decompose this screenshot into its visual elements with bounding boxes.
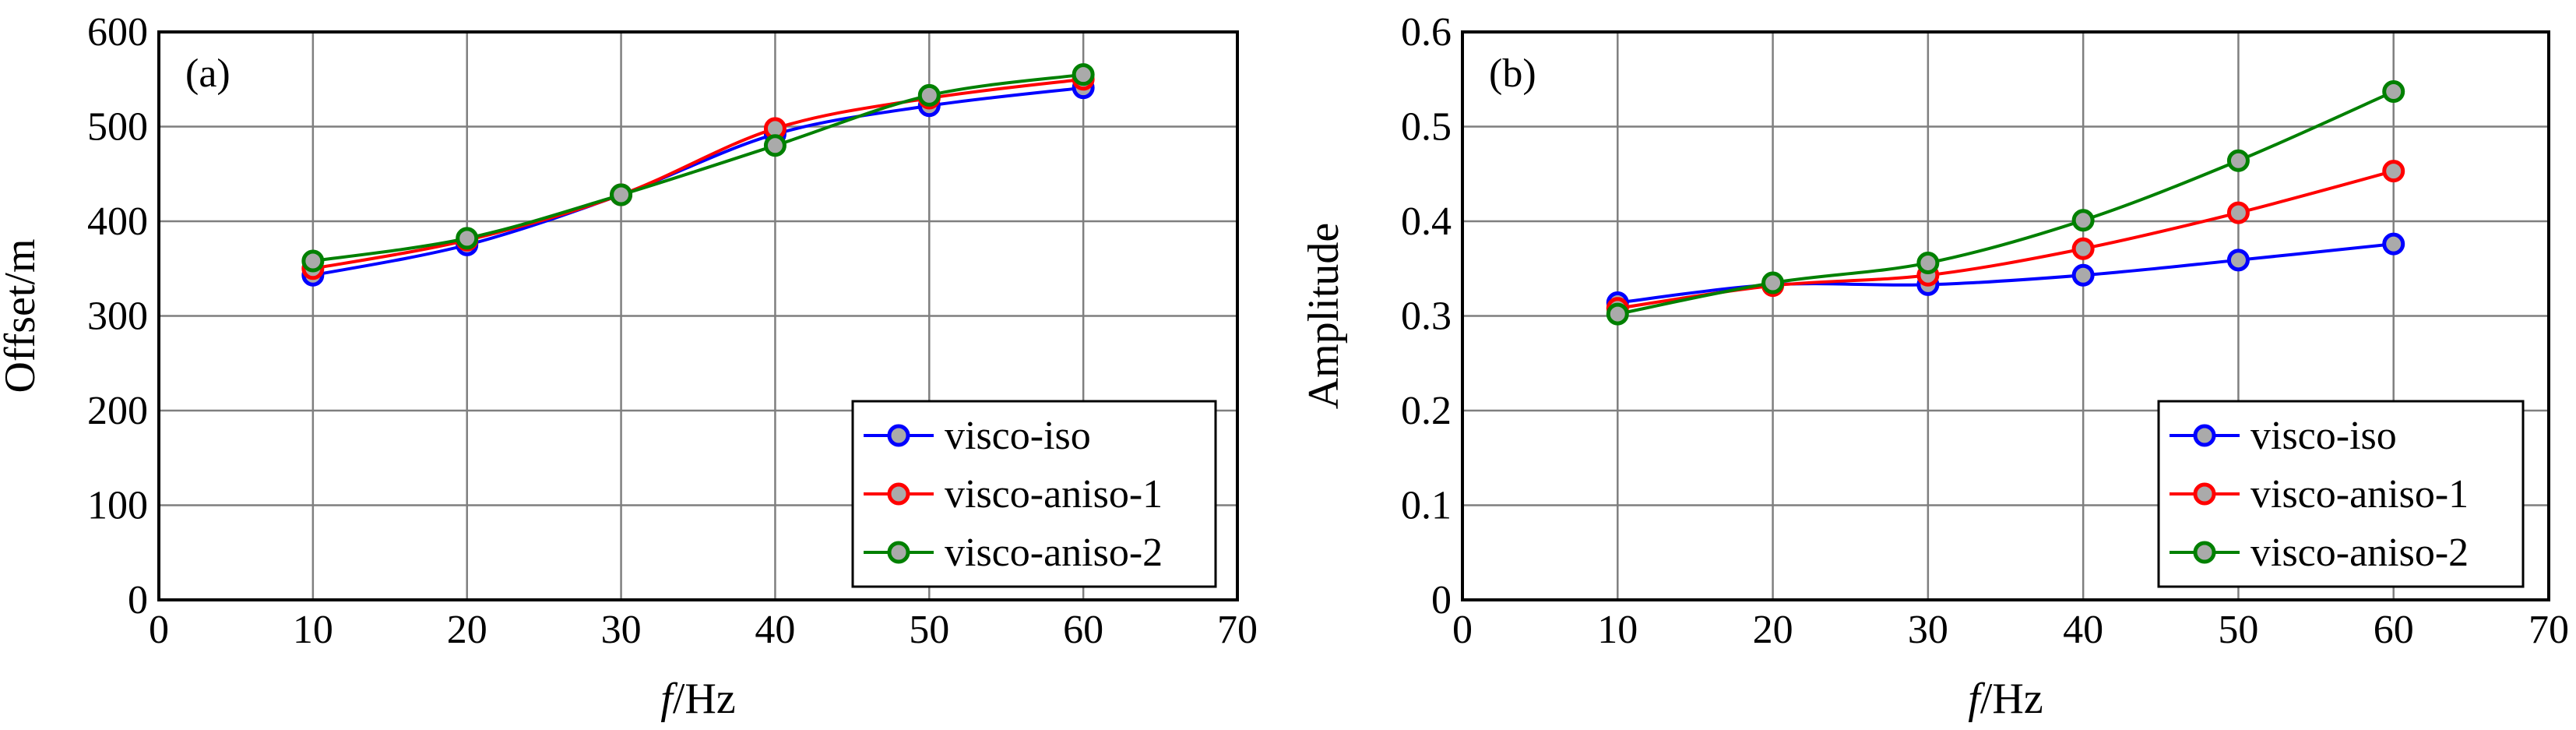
data-point-visco-aniso-2	[2226, 149, 2250, 172]
legend-label-visco-aniso-1: visco-aniso-1	[945, 472, 1163, 517]
y-tick-label: 0.3	[1401, 294, 1452, 339]
x-tick-label: 40	[755, 608, 795, 652]
series-line-visco-aniso-1	[1617, 169, 2395, 310]
x-axis-label: f/Hz	[1968, 675, 2043, 723]
legend: visco-iso visco-aniso-1 visco-aniso-2	[2157, 400, 2525, 588]
panel-label: (b)	[1489, 51, 1536, 96]
y-tick-label: 0.5	[1401, 105, 1452, 150]
legend-label-visco-iso: visco-iso	[2250, 414, 2397, 458]
data-point-visco-aniso-1	[2226, 201, 2250, 224]
legend-label-visco-aniso-1: visco-aniso-1	[2250, 472, 2469, 517]
x-tick-label: 10	[293, 608, 333, 652]
data-point-visco-aniso-2	[2071, 209, 2095, 232]
panel-label: (a)	[185, 51, 231, 96]
x-tick-label: 50	[2218, 608, 2258, 652]
legend-label-visco-aniso-2: visco-aniso-2	[945, 531, 1163, 575]
legend-marker-visco-aniso-2	[2193, 541, 2216, 564]
y-axis-label: Offset/m	[0, 238, 44, 393]
y-tick-label: 0.1	[1401, 484, 1452, 528]
x-tick-label: 0	[149, 608, 169, 652]
y-tick-label: 0.4	[1401, 199, 1452, 244]
data-point-visco-aniso-2	[917, 83, 941, 107]
x-tick-label: 20	[447, 608, 487, 652]
legend-label-visco-iso: visco-iso	[945, 414, 1091, 458]
data-point-visco-aniso-2	[763, 134, 787, 157]
legend-marker-visco-aniso-2	[887, 541, 910, 564]
data-point-visco-aniso-1	[2382, 160, 2405, 183]
data-point-visco-iso	[2382, 232, 2405, 256]
data-point-visco-iso	[2226, 249, 2250, 272]
series-line-visco-iso	[312, 86, 1084, 277]
legend-marker-visco-iso	[2193, 424, 2216, 447]
series-line-visco-aniso-2	[1617, 90, 2395, 316]
legend-label-visco-aniso-2: visco-aniso-2	[2250, 531, 2469, 575]
data-point-visco-aniso-2	[1916, 251, 1940, 274]
plot-frame	[1461, 30, 2550, 601]
x-tick-label: 60	[2374, 608, 2414, 652]
legend-marker-visco-iso	[887, 424, 910, 447]
series-line-visco-iso	[1617, 242, 2394, 305]
plot-frame	[157, 30, 1239, 601]
series-line-visco-aniso-1	[312, 77, 1084, 270]
x-tick-label: 50	[909, 608, 949, 652]
x-tick-label: 40	[2063, 608, 2103, 652]
data-point-visco-aniso-2	[610, 183, 633, 206]
x-tick-label: 30	[601, 608, 642, 652]
x-axis-label: f/Hz	[660, 675, 735, 723]
y-axis-label: Amplitude	[1300, 223, 1348, 410]
x-tick-label: 60	[1063, 608, 1103, 652]
x-tick-label: 10	[1597, 608, 1638, 652]
legend-marker-visco-aniso-1	[2193, 482, 2216, 506]
y-tick-label: 0	[1431, 578, 1452, 622]
data-point-visco-aniso-2	[456, 227, 479, 250]
data-point-visco-aniso-2	[301, 249, 325, 273]
y-tick-label: 200	[87, 389, 148, 433]
y-tick-label: 0	[128, 578, 148, 622]
data-point-visco-aniso-2	[1761, 271, 1785, 294]
x-tick-label: 70	[2528, 608, 2569, 652]
x-tick-label: 30	[1908, 608, 1948, 652]
y-tick-label: 0.6	[1401, 10, 1452, 55]
y-tick-label: 300	[87, 294, 148, 339]
data-point-visco-aniso-1	[2071, 237, 2095, 260]
x-tick-label: 20	[1753, 608, 1793, 652]
data-point-visco-aniso-2	[1072, 63, 1095, 86]
data-point-visco-aniso-2	[2382, 80, 2405, 104]
x-tick-label: 70	[1217, 608, 1258, 652]
y-tick-label: 500	[87, 105, 148, 150]
x-tick-label: 0	[1452, 608, 1473, 652]
y-tick-label: 100	[87, 484, 148, 528]
chart-panel-2: 0 10 20 30 40 50 60 70 0 0.1 0.2 0.3 0.4 0.5 0.6 (b) Amp…	[1300, 10, 2569, 723]
series-line-visco-aniso-2	[312, 72, 1084, 263]
y-tick-label: 400	[87, 199, 148, 244]
y-tick-label: 0.2	[1401, 389, 1452, 433]
data-point-visco-iso	[2071, 263, 2095, 287]
x-axis-unit: /Hz	[673, 675, 736, 723]
legend: visco-iso visco-aniso-1 visco-aniso-2	[851, 400, 1217, 588]
legend-marker-visco-aniso-1	[887, 482, 910, 506]
data-point-visco-aniso-2	[1606, 302, 1629, 326]
x-axis-unit: /Hz	[1980, 675, 2043, 723]
chart-panel-1: 0 10 20 30 40 50 60 70 0 100 200 300 400 500 600 (a) Off…	[0, 10, 1258, 723]
y-tick-label: 600	[87, 10, 148, 55]
